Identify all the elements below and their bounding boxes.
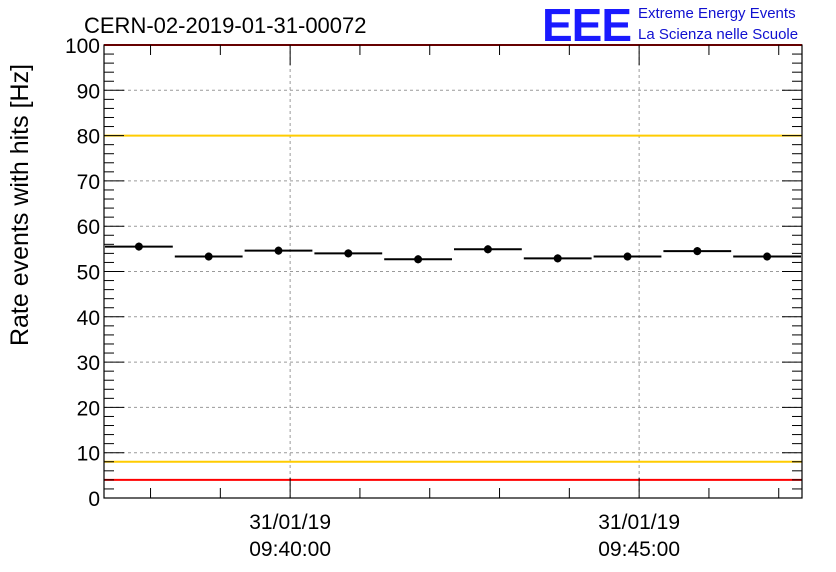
y-tick-label: 70 (77, 171, 100, 194)
data-point (623, 252, 632, 261)
data-point (763, 252, 772, 261)
data-point (204, 252, 213, 261)
data-point (134, 242, 143, 251)
y-tick-label: 30 (77, 352, 100, 375)
data-point (274, 246, 283, 255)
y-tick-label: 50 (77, 262, 100, 285)
data-point (693, 247, 702, 256)
y-tick-label: 100 (65, 35, 100, 58)
data-points (105, 242, 801, 264)
y-tick-label: 90 (77, 80, 100, 103)
axis-ticks (104, 44, 802, 499)
grid-lines (104, 45, 802, 498)
y-tick-label: 20 (77, 397, 100, 420)
y-tick-label: 0 (88, 488, 100, 511)
y-tick-label: 10 (77, 443, 100, 466)
eee-logo: EEE Extreme Energy Events La Scienza nel… (542, 0, 798, 51)
x-tick-time: 09:40:00 (249, 538, 331, 561)
x-tick-date: 31/01/19 (598, 511, 680, 534)
logo-line2: La Scienza nelle Scuole (638, 26, 798, 43)
y-tick-label: 60 (77, 216, 100, 239)
logo-line1: Extreme Energy Events (638, 5, 796, 22)
x-tick-date: 31/01/19 (249, 511, 331, 534)
data-point (344, 249, 353, 258)
logo-mark: EEE (542, 0, 631, 51)
reference-lines (104, 44, 802, 481)
tick-labels: 0 10 20 30 40 50 60 70 80 90 100 31/01/19 09:40:00 31… (65, 35, 680, 561)
data-point (483, 245, 492, 254)
y-tick-label: 80 (77, 126, 100, 149)
chart-title: CERN-02-2019-01-31-00072 (84, 13, 367, 38)
data-point (553, 254, 562, 263)
y-tick-label: 40 (77, 307, 100, 330)
y-axis-label: Rate events with hits [Hz] (6, 64, 34, 346)
data-point (414, 255, 423, 264)
x-tick-time: 09:45:00 (598, 538, 680, 561)
